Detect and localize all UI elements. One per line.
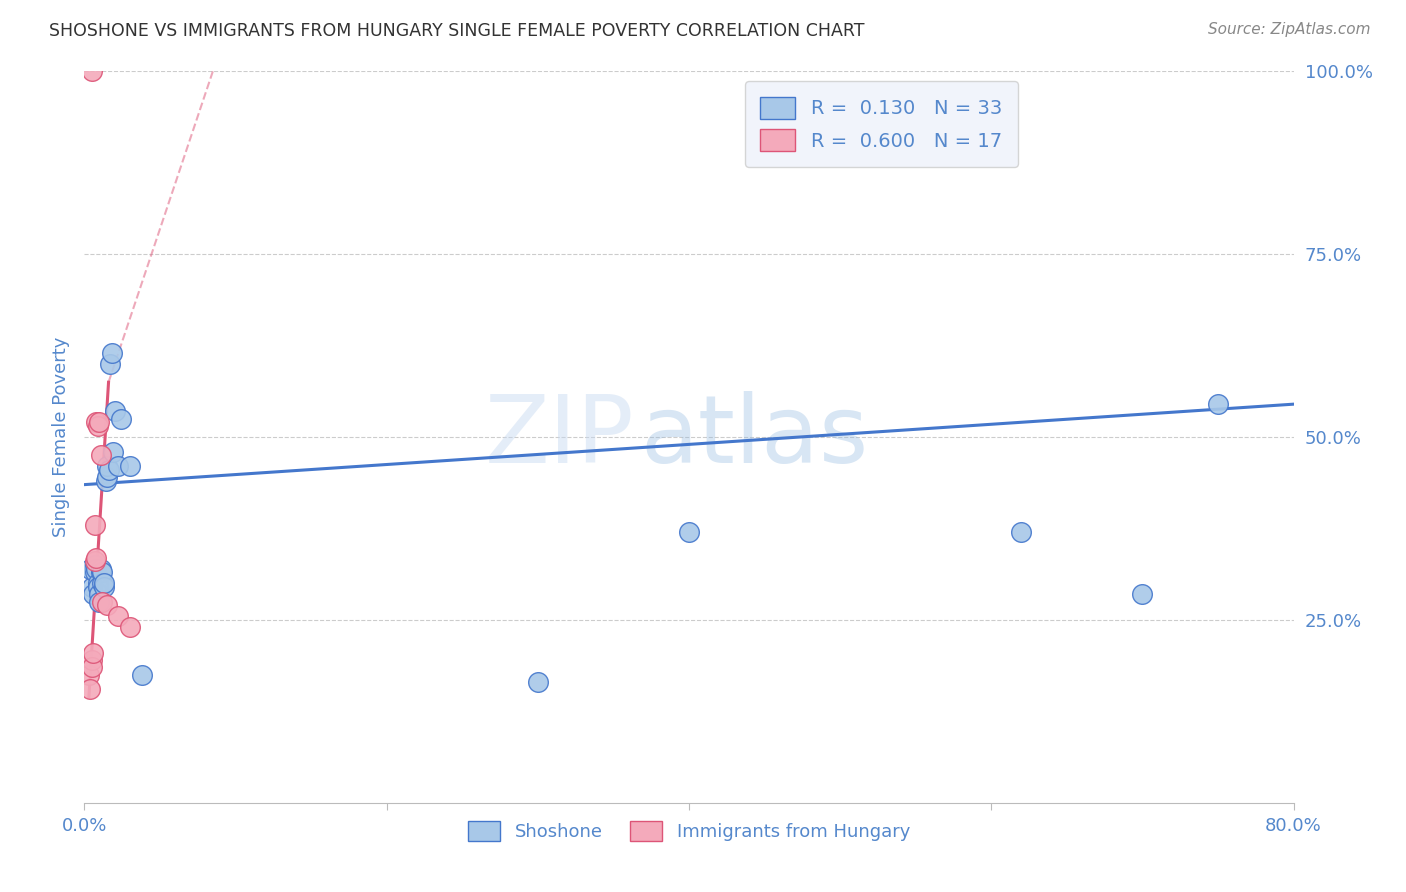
Point: [89, 587, 111, 601]
Point: [118, 459, 141, 474]
Point: [1206, 397, 1229, 411]
Point: [107, 459, 129, 474]
Point: [527, 675, 550, 690]
Point: [89, 594, 111, 608]
Point: [90, 566, 112, 580]
Point: [82, 646, 104, 660]
Point: [84, 558, 107, 573]
Point: [118, 620, 141, 634]
Point: [93, 576, 115, 591]
Point: [101, 444, 124, 458]
Point: [80, 580, 103, 594]
Legend: Shoshone, Immigrants from Hungary: Shoshone, Immigrants from Hungary: [461, 814, 917, 848]
Point: [107, 609, 129, 624]
Point: [87, 580, 110, 594]
Point: [91, 594, 114, 608]
Text: atlas: atlas: [641, 391, 869, 483]
Point: [97, 463, 120, 477]
Point: [80, 660, 103, 674]
Point: [80, 653, 103, 667]
Point: [79, 562, 101, 576]
Point: [79, 682, 101, 697]
Point: [87, 419, 110, 434]
Point: [96, 459, 118, 474]
Point: [87, 576, 110, 591]
Point: [89, 416, 111, 430]
Point: [77, 667, 100, 681]
Point: [96, 599, 118, 613]
Point: [90, 562, 112, 576]
Text: Source: ZipAtlas.com: Source: ZipAtlas.com: [1208, 22, 1371, 37]
Point: [91, 566, 114, 580]
Y-axis label: Single Female Poverty: Single Female Poverty: [52, 337, 70, 537]
Point: [94, 474, 117, 488]
Text: ZIP: ZIP: [485, 391, 634, 483]
Point: [86, 550, 108, 565]
Text: SHOSHONE VS IMMIGRANTS FROM HUNGARY SINGLE FEMALE POVERTY CORRELATION CHART: SHOSHONE VS IMMIGRANTS FROM HUNGARY SING…: [49, 22, 865, 40]
Point: [678, 525, 700, 540]
Point: [90, 448, 112, 462]
Point: [91, 576, 114, 591]
Point: [86, 416, 108, 430]
Point: [84, 517, 107, 532]
Point: [80, 64, 103, 78]
Point: [131, 667, 153, 681]
Point: [96, 470, 118, 484]
Point: [84, 566, 107, 580]
Point: [104, 404, 127, 418]
Point: [110, 412, 132, 426]
Point: [86, 562, 108, 576]
Point: [100, 346, 122, 360]
Point: [84, 554, 107, 568]
Point: [93, 580, 115, 594]
Point: [82, 587, 104, 601]
Point: [1130, 587, 1153, 601]
Point: [1011, 525, 1033, 540]
Point: [98, 357, 121, 371]
